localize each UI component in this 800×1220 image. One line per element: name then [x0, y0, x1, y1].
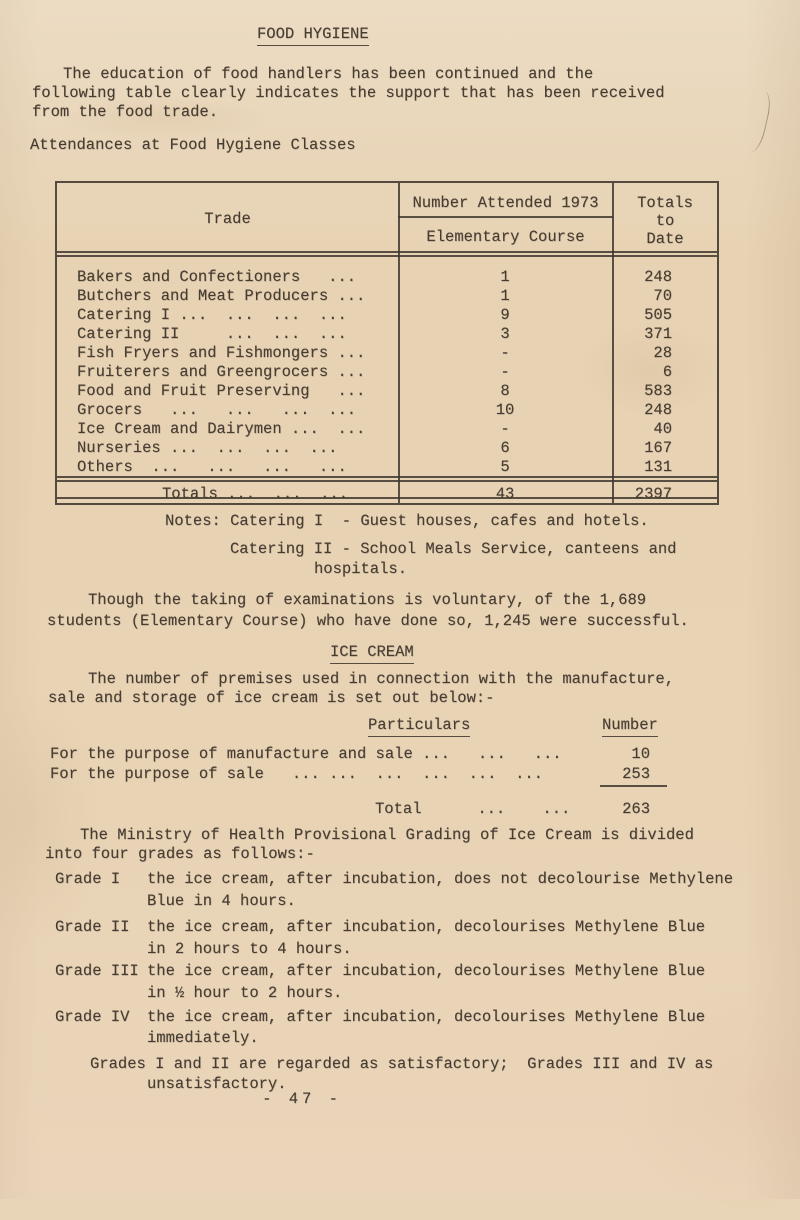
table-row: Fish Fryers and Fishmongers ... -28: [77, 344, 672, 362]
grading-intro-2: into four grades as follows:-: [45, 845, 315, 863]
table-caption: Attendances at Food Hygiene Classes: [30, 136, 356, 154]
grade-text: the ice cream, after incubation, decolou…: [147, 918, 706, 936]
col-header-totals: Date: [646, 230, 684, 248]
grade-text: Blue in 4 hours.: [147, 892, 296, 910]
totals-label: Totals ... ... ...: [162, 485, 349, 503]
page-title: FOOD HYGIENE: [257, 25, 369, 46]
ice-cream-row-value: 10: [631, 745, 650, 763]
table-row: Nurseries ... ... ... ... 6 167: [77, 439, 672, 457]
grade-label: Grade II: [55, 918, 130, 936]
table-row: Bakers and Confectioners ... 1 248: [77, 268, 672, 286]
grading-summary-1: Grades I and II are regarded as satisfac…: [90, 1055, 714, 1073]
ice-cream-total-label: Total ... ...: [375, 800, 571, 818]
totals-separator-line: [57, 476, 717, 478]
table-row: Catering II ... ... ... 3 371: [77, 325, 672, 343]
grading-intro-1: The Ministry of Health Provisional Gradi…: [80, 826, 694, 844]
notes-line-2: Catering II - School Meals Service, cant…: [230, 540, 677, 558]
grade-text: the ice cream, after incubation, decolou…: [147, 962, 706, 980]
grade-label: Grade III: [55, 962, 139, 980]
ice-cream-row-value: 253: [622, 765, 650, 783]
totals-grand: 2397: [634, 485, 672, 503]
intro-line-2: following table clearly indicates the su…: [32, 84, 665, 102]
table-row: Catering I ... ... ... ... 9 505: [77, 306, 672, 324]
header-separator-line: [57, 251, 717, 253]
ice-cream-total-value: 263: [622, 800, 650, 818]
ice-cream-intro-2: sale and storage of ice cream is set out…: [48, 689, 495, 707]
grade-text: the ice cream, after incubation, does no…: [147, 870, 733, 888]
grade-label: Grade I: [55, 870, 121, 888]
ice-cream-row-label: For the purpose of manufacture and sale …: [50, 745, 562, 763]
table-row: Others ... ... ... ... 5 131: [77, 458, 672, 476]
table-divider-2: [612, 183, 614, 503]
table-row: Butchers and Meat Producers ... 1 70: [77, 287, 672, 305]
bottom-border-inner-line: [57, 497, 717, 499]
exam-para-line-2: students (Elementary Course) who have do…: [47, 612, 689, 630]
notes-line-3: hospitals.: [314, 560, 408, 578]
intro-line-1: The education of food handlers has been …: [63, 65, 594, 83]
grade-text: the ice cream, after incubation, decolou…: [147, 1008, 706, 1026]
particulars-header: Particulars: [368, 716, 471, 737]
col-header-trade: Trade: [204, 210, 251, 228]
col-header-number-attended: Number Attended 1973: [412, 194, 599, 212]
table-row: Food and Fruit Preserving ... 8 583: [77, 382, 672, 400]
col-header-totals: to: [655, 212, 675, 230]
intro-line-3: from the food trade.: [32, 103, 219, 121]
exam-para-line-1: Though the taking of examinations is vol…: [88, 591, 647, 609]
grade-label: Grade IV: [55, 1008, 130, 1026]
attendance-table: Trade Number Attended 1973 Elementary Co…: [55, 181, 719, 505]
table-divider-1: [398, 183, 400, 503]
number-header: Number: [602, 716, 658, 737]
header-separator-line: [57, 255, 717, 257]
scratch-mark: [737, 88, 774, 154]
attendance-table-body: Bakers and Confectioners ... 1 248 Butcher…: [57, 268, 717, 477]
paper-stain: [0, 690, 100, 950]
table-row: Fruiterers and Greengrocers ... -6: [77, 363, 672, 381]
table-row: Grocers ... ... ... ... 10 248: [77, 401, 672, 419]
ice-cream-heading: ICE CREAM: [330, 643, 414, 664]
table-subheader-line: [398, 216, 613, 218]
grade-text: immediately.: [147, 1029, 259, 1047]
table-row: Ice Cream and Dairymen ... ... -40: [77, 420, 672, 438]
ice-cream-row-label: For the purpose of sale ... ... ... ... …: [50, 765, 543, 783]
grade-text: in ½ hour to 2 hours.: [147, 984, 343, 1002]
col-header-elementary-course: Elementary Course: [426, 228, 585, 246]
totals-separator-line: [57, 480, 717, 482]
grade-text: in 2 hours to 4 hours.: [147, 940, 352, 958]
totals-number: 43: [495, 485, 515, 503]
notes-line-1: Notes: Catering I - Guest houses, cafes …: [165, 512, 649, 530]
grading-summary-2: unsatisfactory.: [147, 1075, 287, 1093]
col-header-totals: Totals: [637, 194, 693, 212]
ice-cream-total-rule: [600, 785, 667, 787]
page-number: - 47 -: [262, 1090, 342, 1108]
totals-row: Totals ... ... ... 43 2397: [57, 483, 717, 505]
ice-cream-intro-1: The number of premises used in connectio…: [88, 670, 674, 688]
